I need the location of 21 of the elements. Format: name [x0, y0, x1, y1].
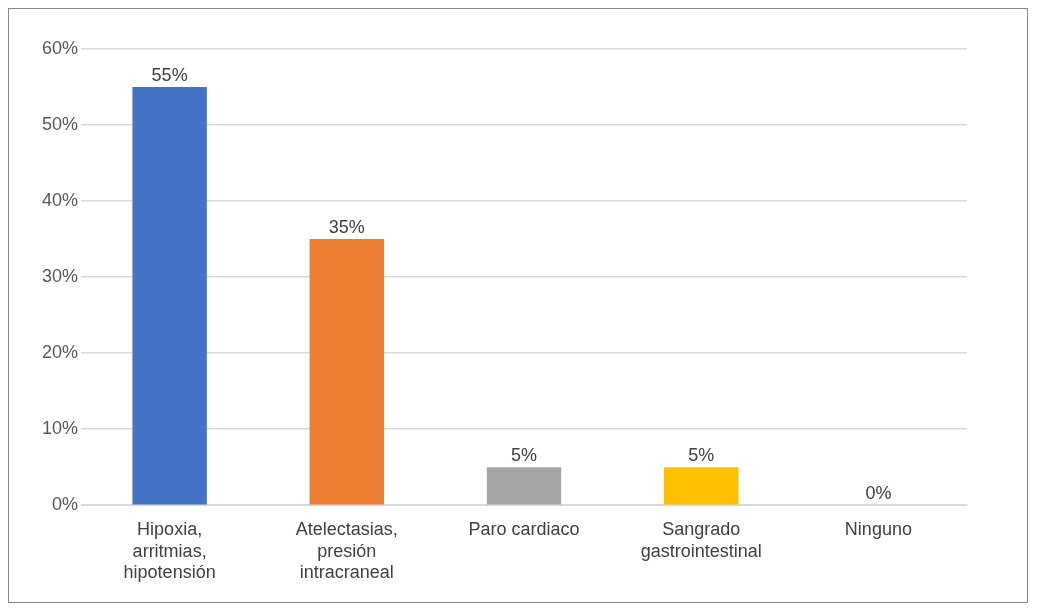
bar	[132, 87, 207, 505]
y-tick-label: 60%	[42, 37, 79, 58]
y-tick-label: 20%	[42, 342, 79, 363]
data-label: 55%	[151, 64, 188, 85]
bar	[664, 467, 739, 505]
data-label: 35%	[328, 217, 365, 238]
y-tick-label: 10%	[42, 418, 79, 439]
x-tick-label: Ninguno	[844, 518, 912, 539]
y-tick-label: 40%	[42, 190, 79, 211]
data-label: 5%	[511, 445, 538, 466]
x-tick-label: Atelectasias, presión intracraneal	[295, 518, 398, 583]
y-tick-label: 30%	[42, 266, 79, 287]
x-tick-label: Paro cardiaco	[468, 518, 580, 539]
data-label: 5%	[688, 445, 715, 466]
x-tick-label: Hipoxia, arritmias, hipotensión	[123, 518, 216, 583]
x-tick-label: Sangrado gastrointestinal	[640, 518, 762, 561]
bar	[309, 239, 385, 505]
data-label: 0%	[865, 483, 892, 504]
bar	[486, 467, 562, 505]
y-tick-label: 50%	[42, 114, 79, 134]
y-tick-label: 0%	[52, 494, 79, 515]
